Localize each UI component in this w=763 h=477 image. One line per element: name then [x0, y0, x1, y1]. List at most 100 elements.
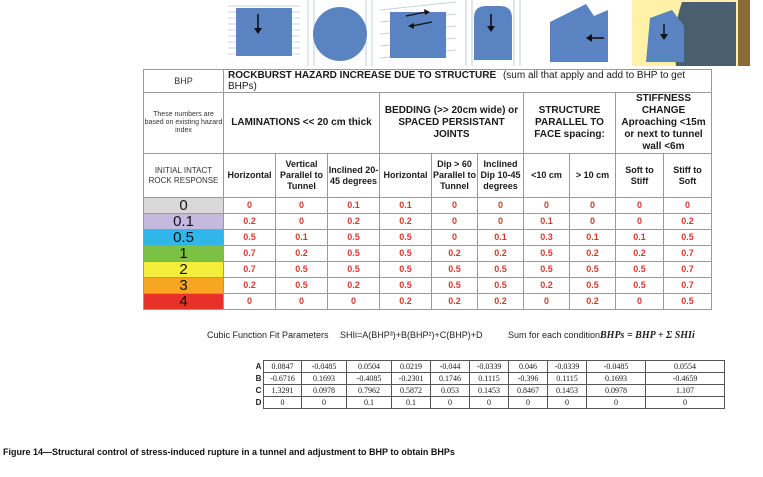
coefficient-row: C 1.3291 0.0978 0.7962 0.5872 0.053 0.1453 0.84… [254, 384, 725, 397]
coefficient-cell: 0.0847 [263, 360, 302, 373]
coefficient-cell: -0.0485 [586, 360, 646, 373]
coefficient-row: D 0 0 0.1 0.1 0 0 0 0 0 0 [254, 396, 725, 409]
hazard-increase-cell: 0.5 [569, 261, 616, 278]
hazard-increase-cell: 0.5 [663, 229, 712, 246]
hazard-increase-cell: 0.5 [615, 261, 664, 278]
coefficient-row: B -0.6716 0.1693 -0.4085 -0.2301 0.1746 0.1115… [254, 372, 725, 385]
hazard-increase-cell: 0 [275, 293, 328, 310]
hazard-increase-cell: 0.5 [523, 245, 570, 262]
coefficient-cell: 1.3291 [263, 384, 302, 397]
column-header: > 10 cm [569, 153, 616, 198]
table-row: 4 0 0 0 0.2 0.2 0.2 0 0.2 0 0.5 [143, 293, 712, 310]
hazard-increase-cell: 0 [431, 197, 478, 214]
coefficient-cell: 0.8467 [508, 384, 548, 397]
hazard-increase-cell: 0.5 [327, 229, 380, 246]
column-header: Vertical Parallel to Tunnel [275, 153, 328, 198]
hazard-increase-cell: 0.5 [379, 229, 432, 246]
hazard-increase-cell: 0.5 [431, 261, 478, 278]
hazard-increase-cell: 0 [523, 293, 570, 310]
coefficient-cell: 0.053 [430, 384, 470, 397]
hazard-increase-cell: 0 [615, 293, 664, 310]
hazard-increase-cell: 0.5 [615, 277, 664, 294]
hazard-increase-cell: 0.2 [477, 245, 524, 262]
column-header: Inclined 20-45 degrees [327, 153, 380, 198]
hazard-increase-cell: 0.2 [379, 293, 432, 310]
hazard-increase-cell: 0.1 [327, 197, 380, 214]
bedding-icon [379, 0, 457, 66]
hazard-increase-cell: 0.5 [275, 277, 328, 294]
initial-response-header: INITIAL INTACT ROCK RESPONSE [143, 153, 224, 198]
hazard-increase-cell: 0 [275, 197, 328, 214]
coefficient-cell: -0.396 [508, 372, 548, 385]
laminations-horizontal-icon [228, 0, 300, 66]
coefficient-cell: 0.046 [508, 360, 548, 373]
hazard-increase-cell: 0.1 [477, 229, 524, 246]
column-header: Stiff to Soft [663, 153, 712, 198]
coefficient-cell: 0 [430, 396, 470, 409]
hazard-increase-cell: 0.5 [569, 277, 616, 294]
column-header: Horizontal [223, 153, 276, 198]
coefficient-cell: -0.0339 [547, 360, 587, 373]
coefficient-table: A 0.0847 -0.0485 0.0504 0.0219 -0.044 -0.0339 0… [254, 360, 725, 409]
coefficient-cell: 0 [645, 396, 725, 409]
hazard-increase-cell: 0 [223, 293, 276, 310]
group-bedding: BEDDING (>> 20cm wide) or SPACED PERSIST… [379, 92, 524, 154]
table-row: 0.5 0.5 0.1 0.5 0.5 0 0.1 0.3 0.1 0.1 0.5 [143, 229, 712, 246]
coefficient-body: A 0.0847 -0.0485 0.0504 0.0219 -0.044 -0.0339 0… [254, 360, 725, 409]
coefficient-cell: -0.044 [430, 360, 470, 373]
hazard-increase-cell: 0.2 [379, 213, 432, 230]
hazard-increase-cell: 0 [663, 197, 712, 214]
coefficient-cell: -0.0485 [301, 360, 347, 373]
column-header: Inclined Dip 10-45 degrees [477, 153, 524, 198]
bhp-value: 0 [143, 197, 224, 214]
table-title-note: (sum all that apply and add to BHP to ge… [228, 70, 686, 92]
coefficient-label: D [254, 396, 264, 409]
coefficient-row: A 0.0847 -0.0485 0.0504 0.0219 -0.044 -0.0339 0… [254, 360, 725, 373]
coefficient-cell: 0.0978 [301, 384, 347, 397]
hazard-increase-cell: 0 [569, 197, 616, 214]
hazard-increase-cell: 0.1 [615, 229, 664, 246]
hazard-increase-cell: 0 [615, 213, 664, 230]
table-row: 3 0.2 0.5 0.2 0.5 0.5 0.5 0.2 0.5 0.5 0.7 [143, 277, 712, 294]
hazard-increase-cell: 0.2 [327, 277, 380, 294]
hazard-increase-cell: 0.5 [523, 261, 570, 278]
hazard-increase-cell: 0.2 [275, 245, 328, 262]
bhp-value: 0.1 [143, 213, 224, 230]
hazard-increase-cell: 0.3 [523, 229, 570, 246]
hazard-increase-cell: 0 [431, 213, 478, 230]
coefficient-cell: 0 [586, 396, 646, 409]
sum-label: Sum for each condition: [508, 330, 603, 340]
column-header: <10 cm [523, 153, 570, 198]
hazard-increase-cell: 0 [477, 197, 524, 214]
coefficient-cell: -0.2301 [391, 372, 431, 385]
bhp-value: 4 [143, 293, 224, 310]
table-body: 0 0 0 0.1 0.1 0 0 0 0 0 0 0.1 0.2 0 0.2 0.2 0 0 0.1 0 0 0.2 0.… [143, 197, 712, 310]
coefficient-cell: 0.1115 [547, 372, 587, 385]
stiffness-change-icon [632, 0, 750, 66]
hazard-increase-cell: 0 [615, 197, 664, 214]
coefficient-cell: 0.5872 [391, 384, 431, 397]
coefficient-cell: 0.0219 [391, 360, 431, 373]
coefficient-cell: 0.1453 [469, 384, 509, 397]
hazard-increase-cell: 0.1 [569, 229, 616, 246]
hazard-increase-cell: 0 [477, 213, 524, 230]
hazard-increase-cell: 0.5 [431, 277, 478, 294]
coefficient-cell: 1.107 [645, 384, 725, 397]
coefficient-cell: 0.1 [346, 396, 392, 409]
table-row: 2 0.7 0.5 0.5 0.5 0.5 0.5 0.5 0.5 0.5 0.7 [143, 261, 712, 278]
stiff-arrow-icon [462, 0, 524, 66]
coefficient-cell: 0 [508, 396, 548, 409]
hazard-increase-cell: 0.5 [379, 261, 432, 278]
table-title: ROCKBURST HAZARD INCREASE DUE TO STRUCTU… [223, 69, 712, 93]
group-structure-parallel: STRUCTURE PARALLEL TO FACE spacing: [523, 92, 616, 154]
hazard-increase-cell: 0.2 [569, 293, 616, 310]
cubic-fit-formula: SHIi=A(BHP³)+B(BHP²)+C(BHP)+D [340, 330, 483, 340]
hazard-increase-cell: 0.5 [379, 245, 432, 262]
hazard-increase-cell: 0.5 [327, 261, 380, 278]
bhp-value: 3 [143, 277, 224, 294]
coefficient-cell: 0.1746 [430, 372, 470, 385]
hazard-increase-cell: 0 [523, 197, 570, 214]
coefficient-cell: -0.4659 [645, 372, 725, 385]
hazard-increase-cell: 0.1 [379, 197, 432, 214]
bhp-note: These numbers are based on existing haza… [143, 92, 224, 154]
